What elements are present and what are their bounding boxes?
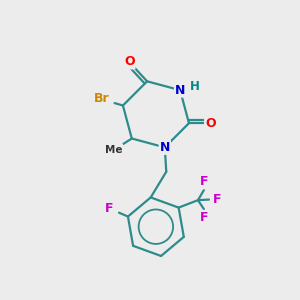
Text: O: O bbox=[124, 56, 135, 68]
Text: F: F bbox=[200, 175, 209, 188]
Text: H: H bbox=[189, 80, 199, 93]
Text: N: N bbox=[160, 141, 170, 154]
Text: N: N bbox=[175, 84, 185, 97]
Text: Br: Br bbox=[94, 92, 109, 105]
Text: Me: Me bbox=[105, 145, 122, 155]
Text: F: F bbox=[200, 211, 209, 224]
Text: O: O bbox=[205, 117, 216, 130]
Text: F: F bbox=[213, 193, 221, 206]
Text: F: F bbox=[105, 202, 114, 215]
